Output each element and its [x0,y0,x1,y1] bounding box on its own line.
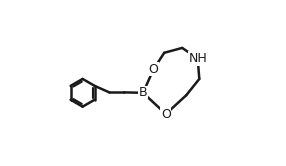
Text: O: O [149,63,158,76]
Text: O: O [161,108,171,121]
Text: B: B [139,86,147,99]
Text: NH: NH [188,52,207,65]
